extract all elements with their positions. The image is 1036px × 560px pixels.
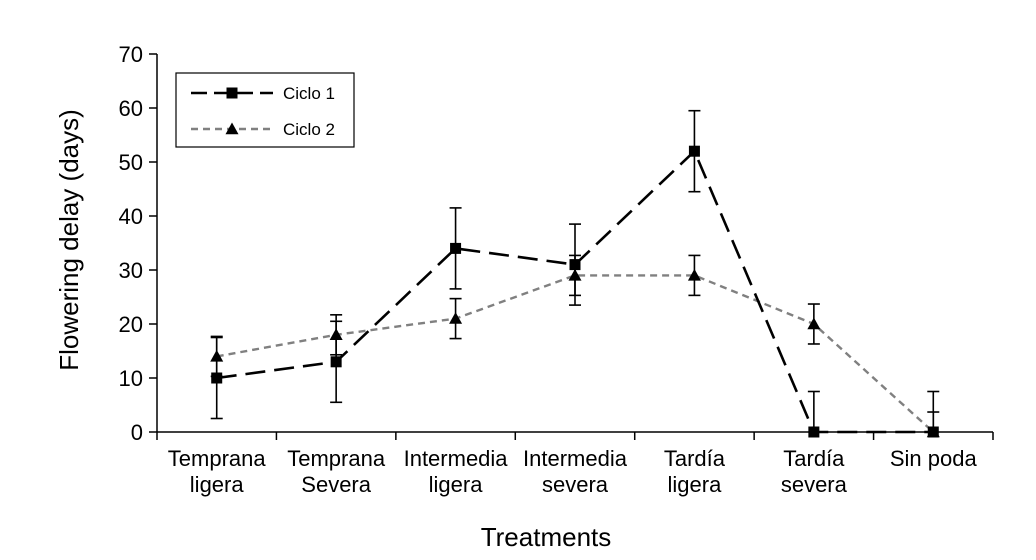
y-tick-label: 20 [119, 312, 143, 337]
y-tick-label: 10 [119, 366, 143, 391]
ciclo-2-point [807, 317, 821, 330]
x-category-label: Temprana Severa [287, 446, 386, 497]
y-tick-label: 30 [119, 258, 143, 283]
x-category-label-line: Intermedia [404, 446, 509, 471]
x-category-label-line: Severa [301, 472, 371, 497]
x-category-label-line: Sin poda [890, 446, 978, 471]
ciclo-2-point [449, 312, 463, 324]
legend-ciclo-1-label: Ciclo 1 [283, 84, 335, 103]
y-tick-label: 70 [119, 42, 143, 67]
y-axis-title: Flowering delay (days) [54, 109, 84, 371]
x-category-label-line: ligera [429, 472, 484, 497]
x-category-label-line: Intermedia [523, 446, 628, 471]
ciclo-2-point [210, 349, 224, 362]
x-axis-title: Treatments [481, 522, 612, 552]
y-tick-label: 60 [119, 96, 143, 121]
x-category-label: Sin poda [890, 446, 978, 471]
y-tick-label: 50 [119, 150, 143, 175]
x-category-label-line: Tardía [664, 446, 726, 471]
ciclo-1-point [927, 426, 939, 438]
ciclo-1-point [569, 259, 581, 271]
x-category-label-line: Temprana [287, 446, 386, 471]
legend-box [175, 72, 355, 148]
x-category-label: Temprana ligera [168, 446, 267, 497]
y-tick-label: 40 [119, 204, 143, 229]
ciclo-1-point [808, 426, 820, 438]
x-category-label-line: severa [781, 472, 848, 497]
ciclo-2-point [568, 268, 582, 281]
ciclo-2-point [687, 268, 701, 281]
x-category-label-line: Temprana [168, 446, 267, 471]
legend-ciclo-2-marker [225, 122, 239, 135]
x-category-label-line: ligera [668, 472, 723, 497]
x-category-label: Intermedia ligera [404, 446, 509, 497]
x-category-label: Tardía ligera [664, 446, 726, 497]
legend: Ciclo 1 Ciclo 2 [175, 72, 355, 148]
x-category-label-line: Tardía [783, 446, 845, 471]
legend-ciclo-2-label: Ciclo 2 [283, 120, 335, 139]
ciclo-1-point [688, 145, 700, 157]
y-tick-label: 0 [131, 420, 143, 445]
ciclo-1-point [330, 356, 342, 368]
legend-ciclo-1-marker [226, 87, 238, 99]
ciclo-2-point [329, 328, 343, 340]
x-category-label-line: ligera [190, 472, 245, 497]
x-category-label-line: severa [542, 472, 609, 497]
series-markers [210, 145, 940, 438]
x-category-label: Tardía severa [781, 446, 848, 497]
x-category-label: Intermedia severa [523, 446, 628, 497]
ciclo-1-point [450, 242, 462, 254]
ciclo-1-point [211, 372, 223, 384]
